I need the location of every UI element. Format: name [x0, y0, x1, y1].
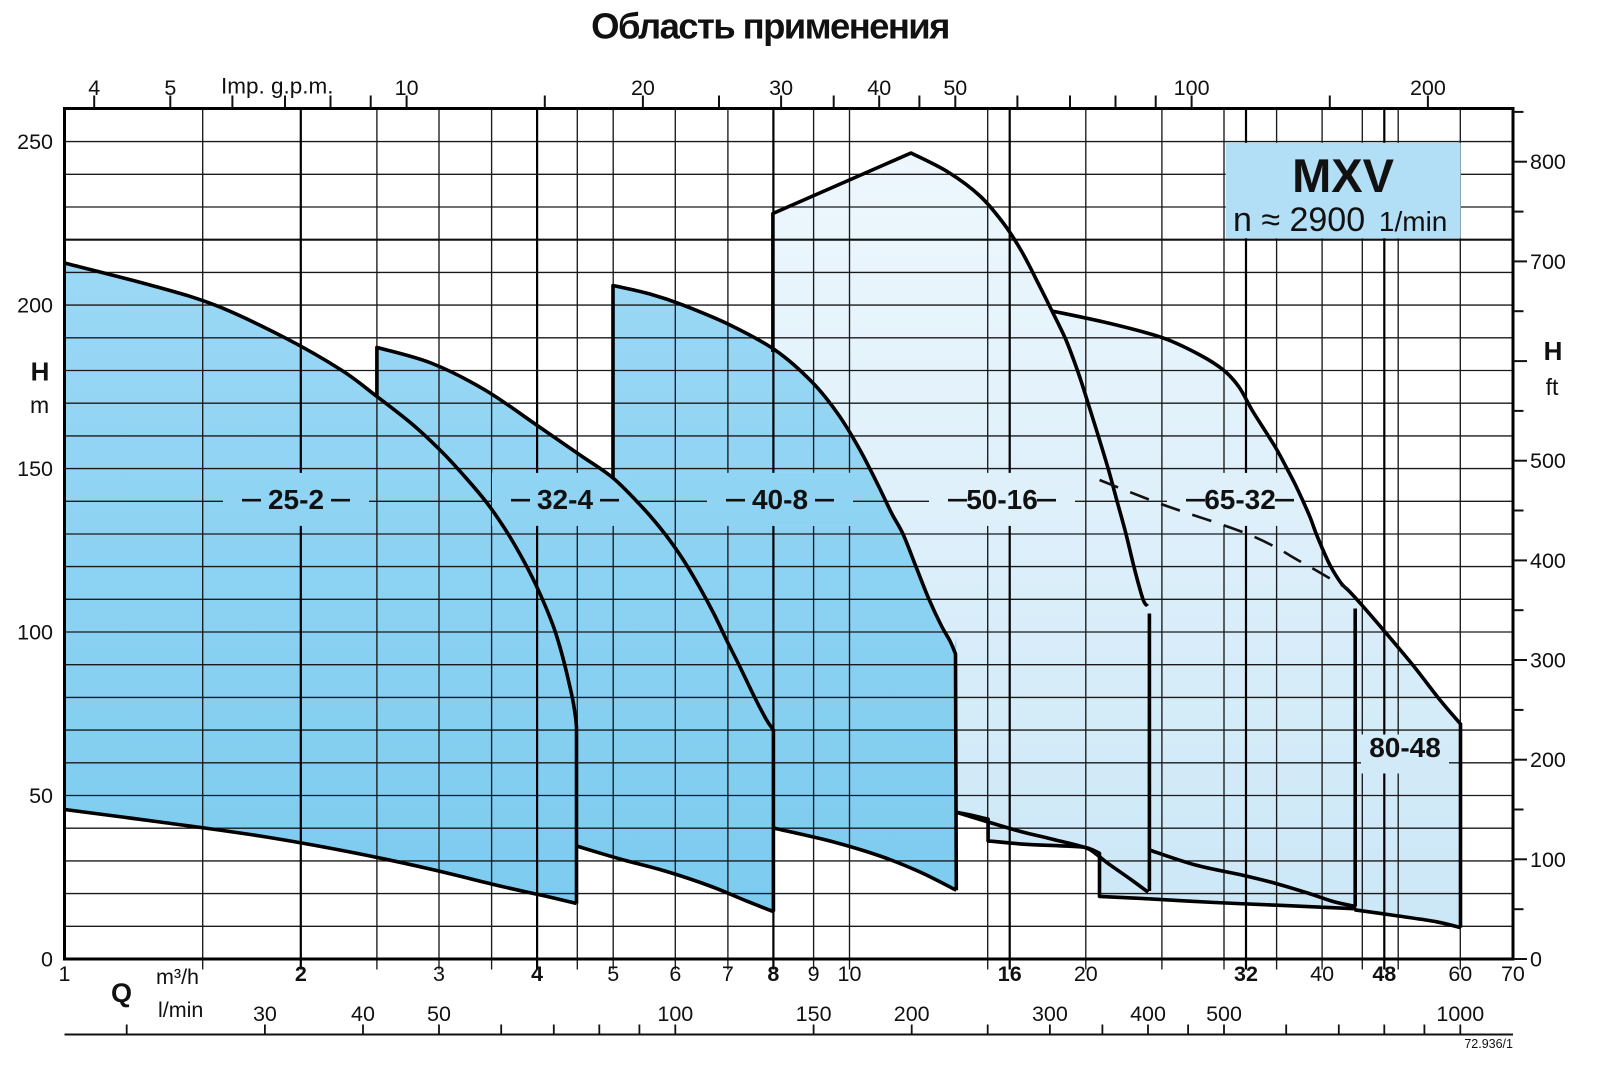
- svg-text:6: 6: [669, 962, 681, 986]
- svg-text:40: 40: [351, 1002, 375, 1026]
- svg-text:70: 70: [1501, 962, 1525, 986]
- svg-text:40-8: 40-8: [752, 484, 808, 515]
- svg-text:9: 9: [808, 962, 820, 986]
- svg-text:80-48: 80-48: [1369, 732, 1441, 763]
- svg-text:4: 4: [88, 76, 100, 100]
- svg-text:MXV: MXV: [1292, 149, 1395, 202]
- svg-text:500: 500: [1530, 449, 1566, 473]
- svg-text:100: 100: [1174, 76, 1210, 100]
- svg-text:30: 30: [253, 1002, 277, 1026]
- svg-text:150: 150: [17, 457, 53, 481]
- svg-text:5: 5: [607, 962, 619, 986]
- svg-text:2: 2: [295, 962, 307, 986]
- svg-text:8: 8: [767, 962, 779, 986]
- svg-text:H: H: [1544, 336, 1563, 366]
- svg-text:H: H: [31, 357, 50, 387]
- svg-text:800: 800: [1530, 150, 1566, 174]
- svg-text:50: 50: [427, 1002, 451, 1026]
- svg-text:50-16: 50-16: [966, 484, 1038, 515]
- svg-text:16: 16: [998, 962, 1022, 986]
- svg-text:100: 100: [17, 621, 53, 645]
- svg-text:50: 50: [29, 784, 53, 808]
- svg-text:Область применения: Область применения: [591, 6, 949, 47]
- svg-text:50: 50: [943, 76, 967, 100]
- svg-text:72.936/1: 72.936/1: [1464, 1037, 1513, 1051]
- svg-text:65-32: 65-32: [1204, 484, 1276, 515]
- svg-text:100: 100: [657, 1002, 693, 1026]
- svg-text:100: 100: [1530, 848, 1566, 872]
- svg-text:200: 200: [894, 1002, 930, 1026]
- svg-text:1000: 1000: [1436, 1002, 1484, 1026]
- svg-text:Imp. g.p.m.: Imp. g.p.m.: [221, 74, 334, 99]
- svg-text:150: 150: [796, 1002, 832, 1026]
- svg-text:10: 10: [838, 962, 862, 986]
- svg-text:30: 30: [769, 76, 793, 100]
- svg-text:40: 40: [1310, 962, 1334, 986]
- svg-text:25-2: 25-2: [268, 484, 324, 515]
- svg-text:48: 48: [1372, 962, 1396, 986]
- svg-text:700: 700: [1530, 250, 1566, 274]
- svg-text:400: 400: [1130, 1002, 1166, 1026]
- svg-text:4: 4: [531, 962, 543, 986]
- svg-text:0: 0: [41, 948, 53, 972]
- svg-text:60: 60: [1448, 962, 1472, 986]
- svg-text:200: 200: [17, 294, 53, 318]
- svg-text:7: 7: [722, 962, 734, 986]
- svg-text:250: 250: [17, 130, 53, 154]
- svg-text:400: 400: [1530, 549, 1566, 573]
- svg-text:20: 20: [631, 76, 655, 100]
- svg-text:n ≈ 2900 1/min: n ≈ 2900 1/min: [1233, 201, 1447, 239]
- svg-text:500: 500: [1206, 1002, 1242, 1026]
- svg-text:200: 200: [1410, 76, 1446, 100]
- svg-text:Q: Q: [111, 978, 132, 1008]
- svg-text:200: 200: [1530, 748, 1566, 772]
- svg-text:3: 3: [433, 962, 445, 986]
- svg-text:300: 300: [1530, 649, 1566, 673]
- svg-text:m: m: [30, 392, 49, 418]
- svg-text:1: 1: [59, 962, 71, 986]
- svg-text:0: 0: [1530, 948, 1542, 972]
- svg-text:40: 40: [867, 76, 891, 100]
- svg-text:m³/h: m³/h: [156, 965, 199, 989]
- svg-text:32-4: 32-4: [537, 484, 593, 515]
- svg-text:ft: ft: [1546, 374, 1559, 400]
- svg-text:32: 32: [1234, 962, 1258, 986]
- svg-text:10: 10: [395, 76, 419, 100]
- svg-text:300: 300: [1032, 1002, 1068, 1026]
- svg-text:5: 5: [164, 76, 176, 100]
- svg-text:l/min: l/min: [158, 998, 203, 1022]
- svg-text:20: 20: [1074, 962, 1098, 986]
